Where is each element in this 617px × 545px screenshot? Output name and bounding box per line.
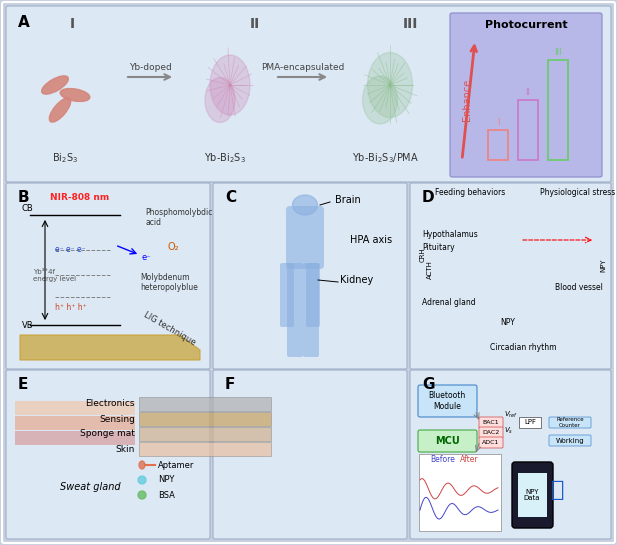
Ellipse shape	[60, 88, 90, 101]
Text: LPF: LPF	[524, 420, 536, 426]
Text: Reference
Counter: Reference Counter	[556, 417, 584, 428]
Ellipse shape	[49, 98, 71, 122]
FancyBboxPatch shape	[479, 417, 503, 428]
FancyBboxPatch shape	[549, 417, 591, 428]
Text: HPA axis: HPA axis	[350, 235, 392, 245]
Ellipse shape	[139, 461, 145, 469]
FancyBboxPatch shape	[549, 435, 591, 446]
Ellipse shape	[138, 491, 146, 499]
Text: After: After	[460, 455, 479, 464]
FancyBboxPatch shape	[15, 431, 135, 445]
FancyBboxPatch shape	[518, 473, 547, 517]
Text: A: A	[18, 15, 30, 30]
Text: Pituitary: Pituitary	[422, 243, 455, 252]
Text: Kidney: Kidney	[340, 275, 373, 285]
FancyBboxPatch shape	[303, 263, 319, 357]
Text: CRH: CRH	[420, 247, 426, 262]
Text: Physiological stress: Physiological stress	[540, 188, 615, 197]
Text: Yb-Bi$_2$S$_3$/PMA: Yb-Bi$_2$S$_3$/PMA	[352, 151, 418, 165]
Text: Bi$_2$S$_3$: Bi$_2$S$_3$	[52, 151, 78, 165]
Text: Adrenal gland: Adrenal gland	[422, 298, 476, 307]
Text: O₂: O₂	[168, 242, 180, 252]
Text: B: B	[18, 190, 30, 205]
FancyBboxPatch shape	[512, 462, 553, 528]
Text: Phosphomolybdic
acid: Phosphomolybdic acid	[145, 208, 212, 227]
FancyBboxPatch shape	[6, 183, 210, 369]
FancyBboxPatch shape	[306, 263, 320, 327]
Text: NPY
Data: NPY Data	[524, 488, 540, 501]
Text: CB: CB	[22, 204, 34, 213]
Text: III: III	[402, 17, 418, 31]
Text: Blood vessel: Blood vessel	[555, 283, 603, 292]
Text: NPY: NPY	[500, 318, 515, 327]
Text: Enhance: Enhance	[462, 79, 472, 121]
Text: h⁺ h⁺ h⁺: h⁺ h⁺ h⁺	[55, 302, 87, 312]
Text: Sensing: Sensing	[99, 415, 135, 423]
FancyBboxPatch shape	[450, 13, 602, 177]
Text: VB: VB	[22, 320, 33, 330]
Text: Circadian rhythm: Circadian rhythm	[490, 343, 557, 352]
Text: DAC2: DAC2	[482, 430, 500, 435]
FancyBboxPatch shape	[519, 417, 541, 428]
FancyBboxPatch shape	[6, 6, 611, 182]
Text: LIG technique: LIG technique	[143, 310, 197, 347]
FancyBboxPatch shape	[418, 430, 477, 452]
FancyBboxPatch shape	[410, 370, 611, 539]
Text: Skin: Skin	[115, 445, 135, 453]
Text: NIR-808 nm: NIR-808 nm	[50, 193, 109, 202]
Text: BAC1: BAC1	[482, 420, 499, 425]
Text: NPY: NPY	[600, 258, 606, 272]
FancyBboxPatch shape	[7, 372, 209, 537]
Text: Sponge mat: Sponge mat	[80, 429, 135, 439]
Ellipse shape	[138, 476, 146, 484]
Text: Yb-doped: Yb-doped	[128, 63, 172, 72]
FancyBboxPatch shape	[213, 370, 407, 539]
FancyBboxPatch shape	[280, 263, 294, 327]
Text: II: II	[526, 88, 531, 97]
FancyBboxPatch shape	[139, 397, 271, 411]
Text: ⛶: ⛶	[552, 480, 565, 500]
Ellipse shape	[368, 52, 413, 118]
Text: Sweat gland: Sweat gland	[60, 482, 121, 492]
Text: Photocurrent: Photocurrent	[485, 20, 567, 30]
FancyBboxPatch shape	[213, 183, 407, 369]
Text: I: I	[497, 118, 499, 127]
Text: Hypothalamus: Hypothalamus	[422, 230, 478, 239]
Text: Yb-Bi$_2$S$_3$: Yb-Bi$_2$S$_3$	[204, 151, 246, 165]
Text: Molybdenum
heteropolyblue: Molybdenum heteropolyblue	[140, 272, 198, 292]
Text: Bluetooth
Module: Bluetooth Module	[428, 391, 466, 411]
Text: Working: Working	[556, 438, 584, 444]
FancyBboxPatch shape	[139, 412, 271, 426]
FancyBboxPatch shape	[410, 183, 611, 369]
Text: Feeding behaviors: Feeding behaviors	[435, 188, 505, 197]
Text: G: G	[422, 377, 434, 392]
Text: BSA: BSA	[158, 490, 175, 500]
Text: ADC1: ADC1	[482, 440, 500, 445]
Text: E: E	[18, 377, 28, 392]
Text: D: D	[422, 190, 434, 205]
Text: MCU: MCU	[434, 436, 460, 446]
Polygon shape	[20, 335, 200, 360]
Text: Aptamer: Aptamer	[158, 461, 194, 469]
FancyBboxPatch shape	[6, 370, 210, 539]
Text: e⁻: e⁻	[141, 253, 151, 262]
Text: Yb³⁺4f
energy level: Yb³⁺4f energy level	[33, 269, 76, 282]
FancyBboxPatch shape	[139, 427, 271, 441]
Ellipse shape	[210, 55, 250, 115]
Text: $V_{ref}$: $V_{ref}$	[504, 410, 518, 420]
Text: Before: Before	[430, 455, 455, 464]
Text: F: F	[225, 377, 235, 392]
Ellipse shape	[42, 76, 68, 94]
Text: Electronics: Electronics	[86, 399, 135, 409]
Text: II: II	[250, 17, 260, 31]
FancyBboxPatch shape	[139, 442, 271, 456]
Text: ACTH: ACTH	[427, 261, 433, 280]
FancyBboxPatch shape	[479, 437, 503, 448]
FancyBboxPatch shape	[15, 401, 135, 415]
Text: PMA-encapsulated: PMA-encapsulated	[262, 63, 345, 72]
Text: NPY: NPY	[158, 475, 175, 485]
FancyBboxPatch shape	[287, 263, 303, 357]
Ellipse shape	[292, 195, 318, 215]
Text: I: I	[70, 17, 75, 31]
